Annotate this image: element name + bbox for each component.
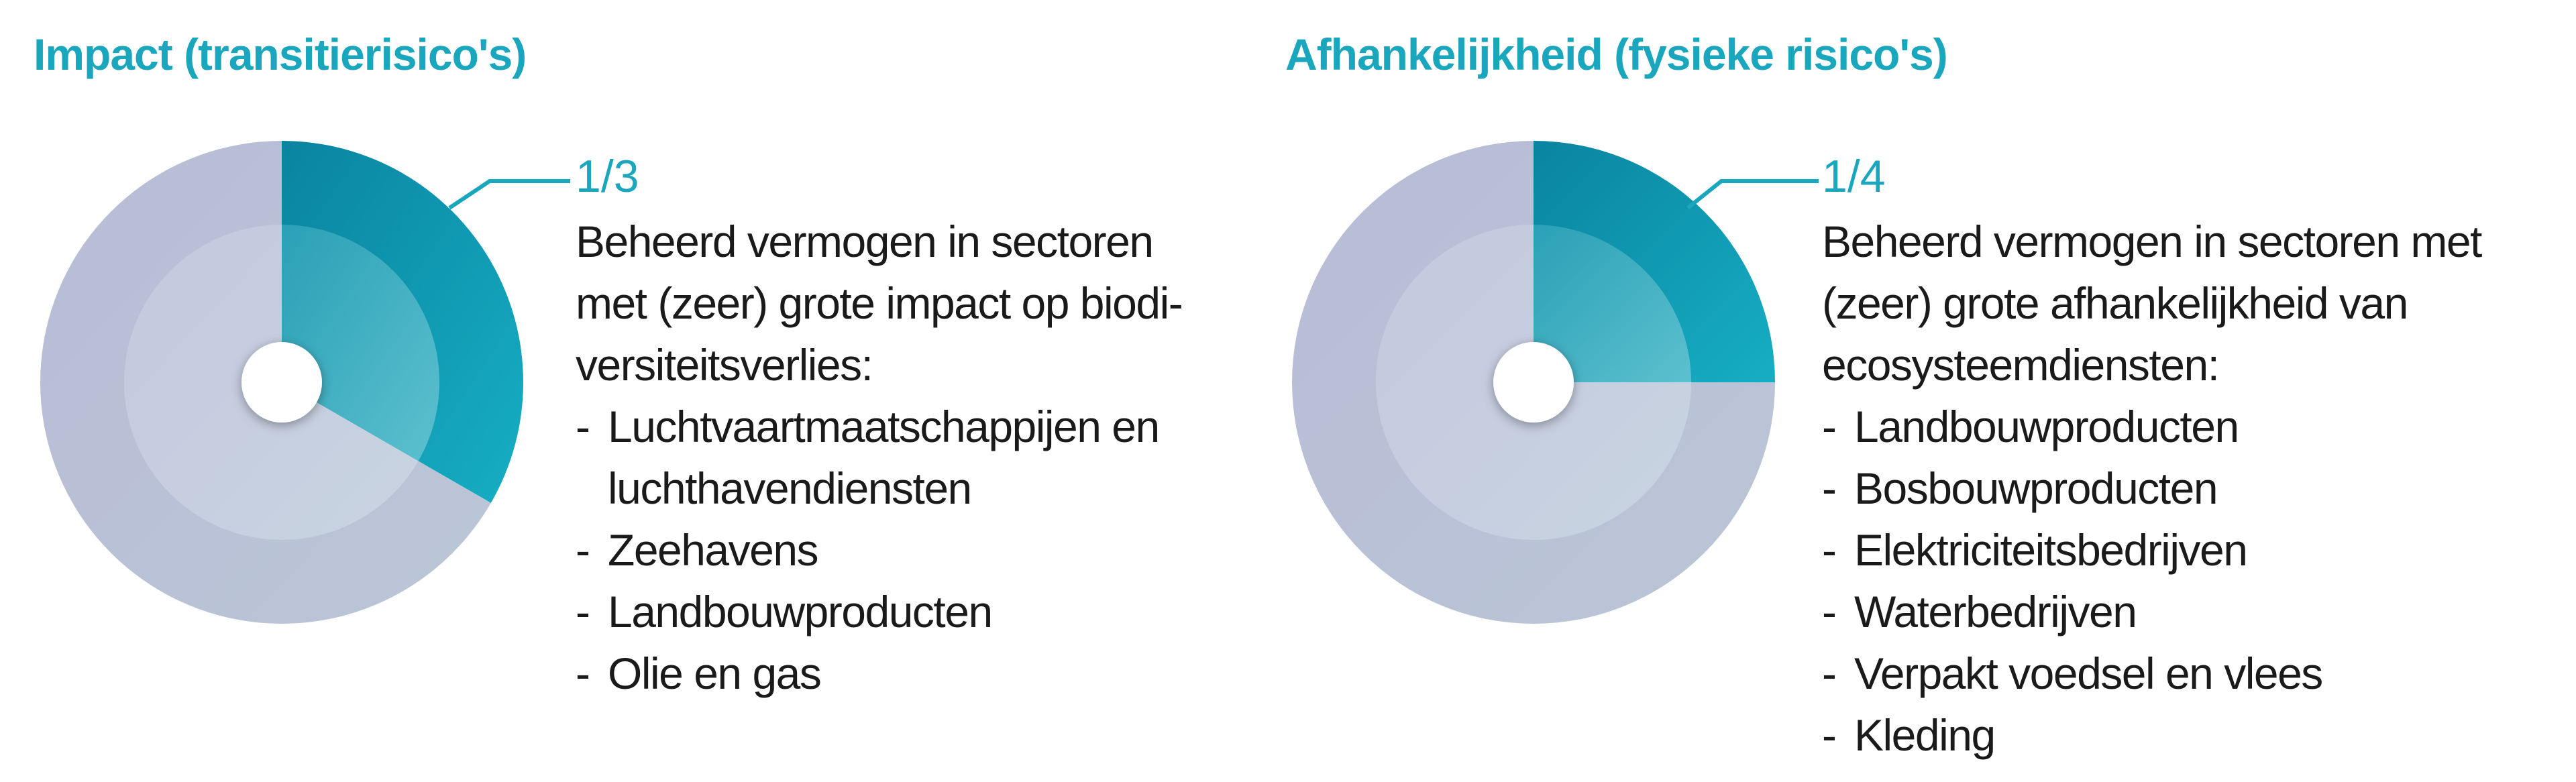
dependency-sector-item: - Elektriciteitsbedrijven [1822, 519, 2481, 581]
highlight-slice-inner-ring [282, 225, 440, 461]
dependency-sector-line: Elektriciteitsbedrijven [1854, 525, 2248, 575]
impact-sector-item: - Zeehavens [576, 519, 1182, 581]
impact-sector-line: Landbouwproducten [608, 587, 993, 636]
impact-sector-line: Luchtvaartmaatschappijen en [608, 402, 1160, 451]
dependency-description-line: Beheerd vermogen in sectoren met [1822, 217, 2482, 266]
impact-sector-line: Zeehavens [608, 525, 819, 575]
impact-fraction-label: 1/3 [576, 151, 639, 202]
list-dash: - [1822, 402, 1837, 451]
list-dash: - [1822, 587, 1837, 636]
dependency-sector-item: - Landbouwproducten [1822, 396, 2481, 457]
dependency-sector-line: Bosbouwproducten [1854, 463, 2218, 513]
impact-sector-item: - Luchtvaartmaatschappijen en luchthaven… [576, 396, 1182, 519]
list-dash: - [1822, 710, 1837, 760]
dependency-description-line: (zeer) grote afhankelijkheid van [1822, 278, 2408, 328]
dependency-sector-line: Kleding [1854, 710, 1996, 760]
dependency-sector-item: - Waterbedrijven [1822, 581, 2481, 643]
impact-donut-chart [40, 141, 524, 624]
list-dash: - [1822, 649, 1837, 698]
dependency-sector-line: Verpakt voedsel en vlees [1854, 649, 2323, 698]
dependency-sector-item: - Bosbouwproducten [1822, 457, 2481, 519]
list-dash: - [1822, 525, 1837, 575]
impact-callout-line [448, 179, 570, 210]
dependency-sector-line: Landbouwproducten [1854, 402, 2239, 451]
impact-sector-list: - Luchtvaartmaatschappijen en luchthaven… [576, 396, 1182, 704]
dependency-sector-list: - Landbouwproducten - Bosbouwproducten -… [1822, 396, 2481, 766]
list-dash: - [576, 649, 590, 698]
dependency-callout-line [1686, 179, 1819, 210]
dependency-description-line: ecosysteemdiensten: [1822, 340, 2220, 390]
impact-description: Beheerd vermogen in sectoren met (zeer) … [576, 211, 1183, 704]
impact-sector-item: - Landbouwproducten [576, 581, 1182, 643]
impact-title: Impact (transitierisico's) [34, 30, 527, 79]
list-dash: - [576, 402, 590, 451]
dependency-donut-chart [1292, 141, 1775, 624]
donut-center-hole [241, 342, 322, 423]
impact-sector-line: Olie en gas [608, 649, 822, 698]
dependency-sector-item: - Verpakt voedsel en vlees [1822, 643, 2481, 704]
dependency-title: Afhankelijkheid (fysieke risico's) [1285, 30, 1948, 79]
list-dash: - [576, 587, 590, 636]
donut-center-hole [1493, 342, 1574, 423]
dependency-fraction-label: 1/4 [1822, 151, 1886, 202]
impact-description-line: Beheerd vermogen in sectoren [576, 217, 1154, 266]
dependency-sector-item: - Kleding [1822, 704, 2481, 766]
impact-description-line: versiteitsverlies: [576, 340, 873, 390]
impact-sector-item: - Olie en gas [576, 643, 1182, 704]
list-dash: - [1822, 463, 1837, 513]
dependency-description: Beheerd vermogen in sectoren met (zeer) … [1822, 211, 2482, 766]
impact-sector-line: luchthavendiensten [608, 463, 972, 513]
dependency-sector-line: Waterbedrijven [1854, 587, 2137, 636]
impact-description-line: met (zeer) grote impact op biodi- [576, 278, 1183, 328]
highlight-slice-inner-ring [1534, 225, 1691, 382]
list-dash: - [576, 525, 590, 575]
